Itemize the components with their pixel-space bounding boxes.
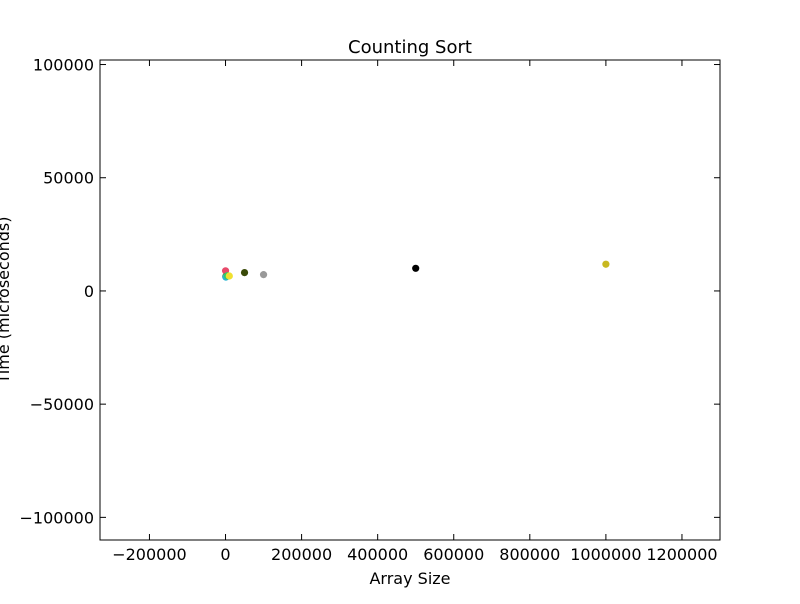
x-tick-label: 800000 bbox=[499, 545, 560, 564]
x-tick-label: 600000 bbox=[423, 545, 484, 564]
x-axis-label: Array Size bbox=[369, 569, 450, 588]
data-point bbox=[225, 272, 233, 280]
y-axis-label: Time (microseconds) bbox=[0, 217, 13, 385]
y-tick-label: 50000 bbox=[43, 169, 94, 188]
data-point bbox=[412, 264, 420, 272]
chart-title: Counting Sort bbox=[348, 37, 472, 58]
data-point bbox=[240, 269, 249, 277]
plot-frame bbox=[99, 59, 721, 541]
x-tick-label: 0 bbox=[220, 545, 230, 564]
data-point bbox=[602, 260, 610, 268]
data-point bbox=[259, 271, 268, 279]
y-tick-label: −50000 bbox=[30, 395, 94, 414]
x-tick-label: −200000 bbox=[112, 545, 186, 564]
y-tick-label: −100000 bbox=[20, 508, 94, 527]
points-layer bbox=[221, 260, 610, 281]
y-tick-label: 0 bbox=[84, 282, 94, 301]
ticks-layer: −200000 0 200000 400000 600000 800000 1000000 1… bbox=[20, 56, 720, 564]
x-tick-label: 1000000 bbox=[570, 545, 641, 564]
x-tick-label: 200000 bbox=[271, 545, 332, 564]
x-tick-label: 400000 bbox=[347, 545, 408, 564]
y-tick-label: 100000 bbox=[33, 56, 94, 75]
x-tick-label: 1200000 bbox=[646, 545, 717, 564]
